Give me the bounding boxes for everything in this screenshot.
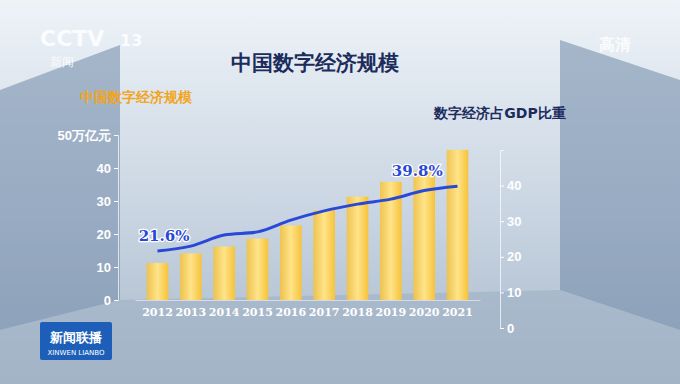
tick-mark (114, 168, 118, 169)
tick: 2020 (409, 300, 440, 319)
tick: 40 (500, 178, 521, 193)
tick-label: 2020 (409, 306, 440, 319)
bar (213, 247, 235, 300)
tick-mark (114, 135, 118, 136)
tick: 30 (97, 194, 118, 209)
tick-mark (500, 257, 504, 258)
y-axis: 0 10 20 30 40 50万亿元 (58, 128, 119, 308)
plot-area (147, 150, 469, 300)
tick: 2012 (142, 300, 173, 319)
tick-label: 40 (507, 178, 521, 193)
tick: 2013 (176, 300, 207, 319)
tick: 50万亿元 (58, 128, 118, 143)
tick-label: 20 (97, 227, 111, 242)
watermark: XINWEN LIANBO (47, 349, 105, 357)
floor (0, 290, 680, 384)
tick-mark (500, 221, 504, 222)
bar (447, 150, 469, 300)
axis-line (114, 136, 119, 301)
tick-mark (114, 300, 118, 301)
tick-label: 2017 (309, 306, 340, 319)
tick-label: 10 (97, 260, 111, 275)
tick-mark (114, 234, 118, 235)
tick-mark (500, 292, 504, 293)
bar (313, 210, 335, 300)
tick: 2014 (209, 300, 240, 319)
tick-label: 2016 (276, 306, 307, 319)
tick: 30 (500, 214, 521, 229)
tick: 2018 (342, 300, 373, 319)
watermark: CCTV (40, 26, 104, 51)
tick: 2021 (442, 300, 473, 319)
tick-label: 30 (507, 214, 521, 229)
tick: 0 (104, 293, 118, 308)
tick: 20 (500, 249, 521, 264)
axis-title: 数字经济占GDP比重 (433, 105, 565, 121)
x-axis: 2012201320142015201620172018201920202021 (136, 300, 481, 319)
side-panel (560, 40, 680, 330)
tick: 0 (500, 321, 514, 336)
tick-label: 40 (97, 161, 111, 176)
watermark: 高清 (599, 35, 631, 54)
bar (247, 239, 269, 300)
axis-line (501, 151, 505, 329)
tick-label: 2021 (442, 306, 473, 319)
annotation: 21.6% (139, 227, 190, 245)
watermark: 新闻联播 (49, 330, 103, 345)
chart: 01020304050万亿元01020304020122013201420152… (0, 0, 680, 384)
tick: 2019 (376, 300, 407, 319)
tick-label: 2012 (142, 306, 173, 319)
tick-label: 2015 (242, 306, 273, 319)
bar (147, 263, 169, 300)
y2-axis: 0 10 20 30 40 (500, 151, 521, 336)
bar (280, 225, 302, 300)
tick-mark (500, 328, 504, 329)
tick-label: 2013 (176, 306, 207, 319)
tick-label: 2019 (376, 306, 407, 319)
tick: 10 (500, 285, 521, 300)
line (158, 186, 458, 251)
tick-label: 20 (507, 249, 521, 264)
tick-mark (114, 267, 118, 268)
tick-label: 0 (507, 321, 514, 336)
background (0, 0, 680, 384)
tick: 10 (97, 260, 118, 275)
tick-label: 10 (507, 285, 521, 300)
axis-line (136, 300, 481, 301)
tick-label: 2014 (209, 306, 240, 319)
tick: 40 (97, 161, 118, 176)
tick: 2016 (276, 300, 307, 319)
annotation: 39.8% (392, 162, 443, 180)
tick-label: 0 (104, 293, 111, 308)
tick-label: 50万亿元 (58, 128, 111, 143)
tick: 2015 (242, 300, 273, 319)
bar (180, 253, 202, 300)
side-panel (0, 45, 120, 330)
tick-mark (114, 201, 118, 202)
axis-title: 中国数字经济规模 (80, 89, 193, 105)
logo-box (40, 322, 112, 360)
tick: 20 (97, 227, 118, 242)
bar (347, 197, 369, 300)
watermark: 13 (120, 31, 142, 50)
title: 中国数字经济规模 (231, 51, 399, 75)
tick: 2017 (309, 300, 340, 319)
tick-label: 2018 (342, 306, 373, 319)
tick-label: 30 (97, 194, 111, 209)
watermark: 新闻 (50, 55, 74, 69)
tick-mark (500, 186, 504, 187)
